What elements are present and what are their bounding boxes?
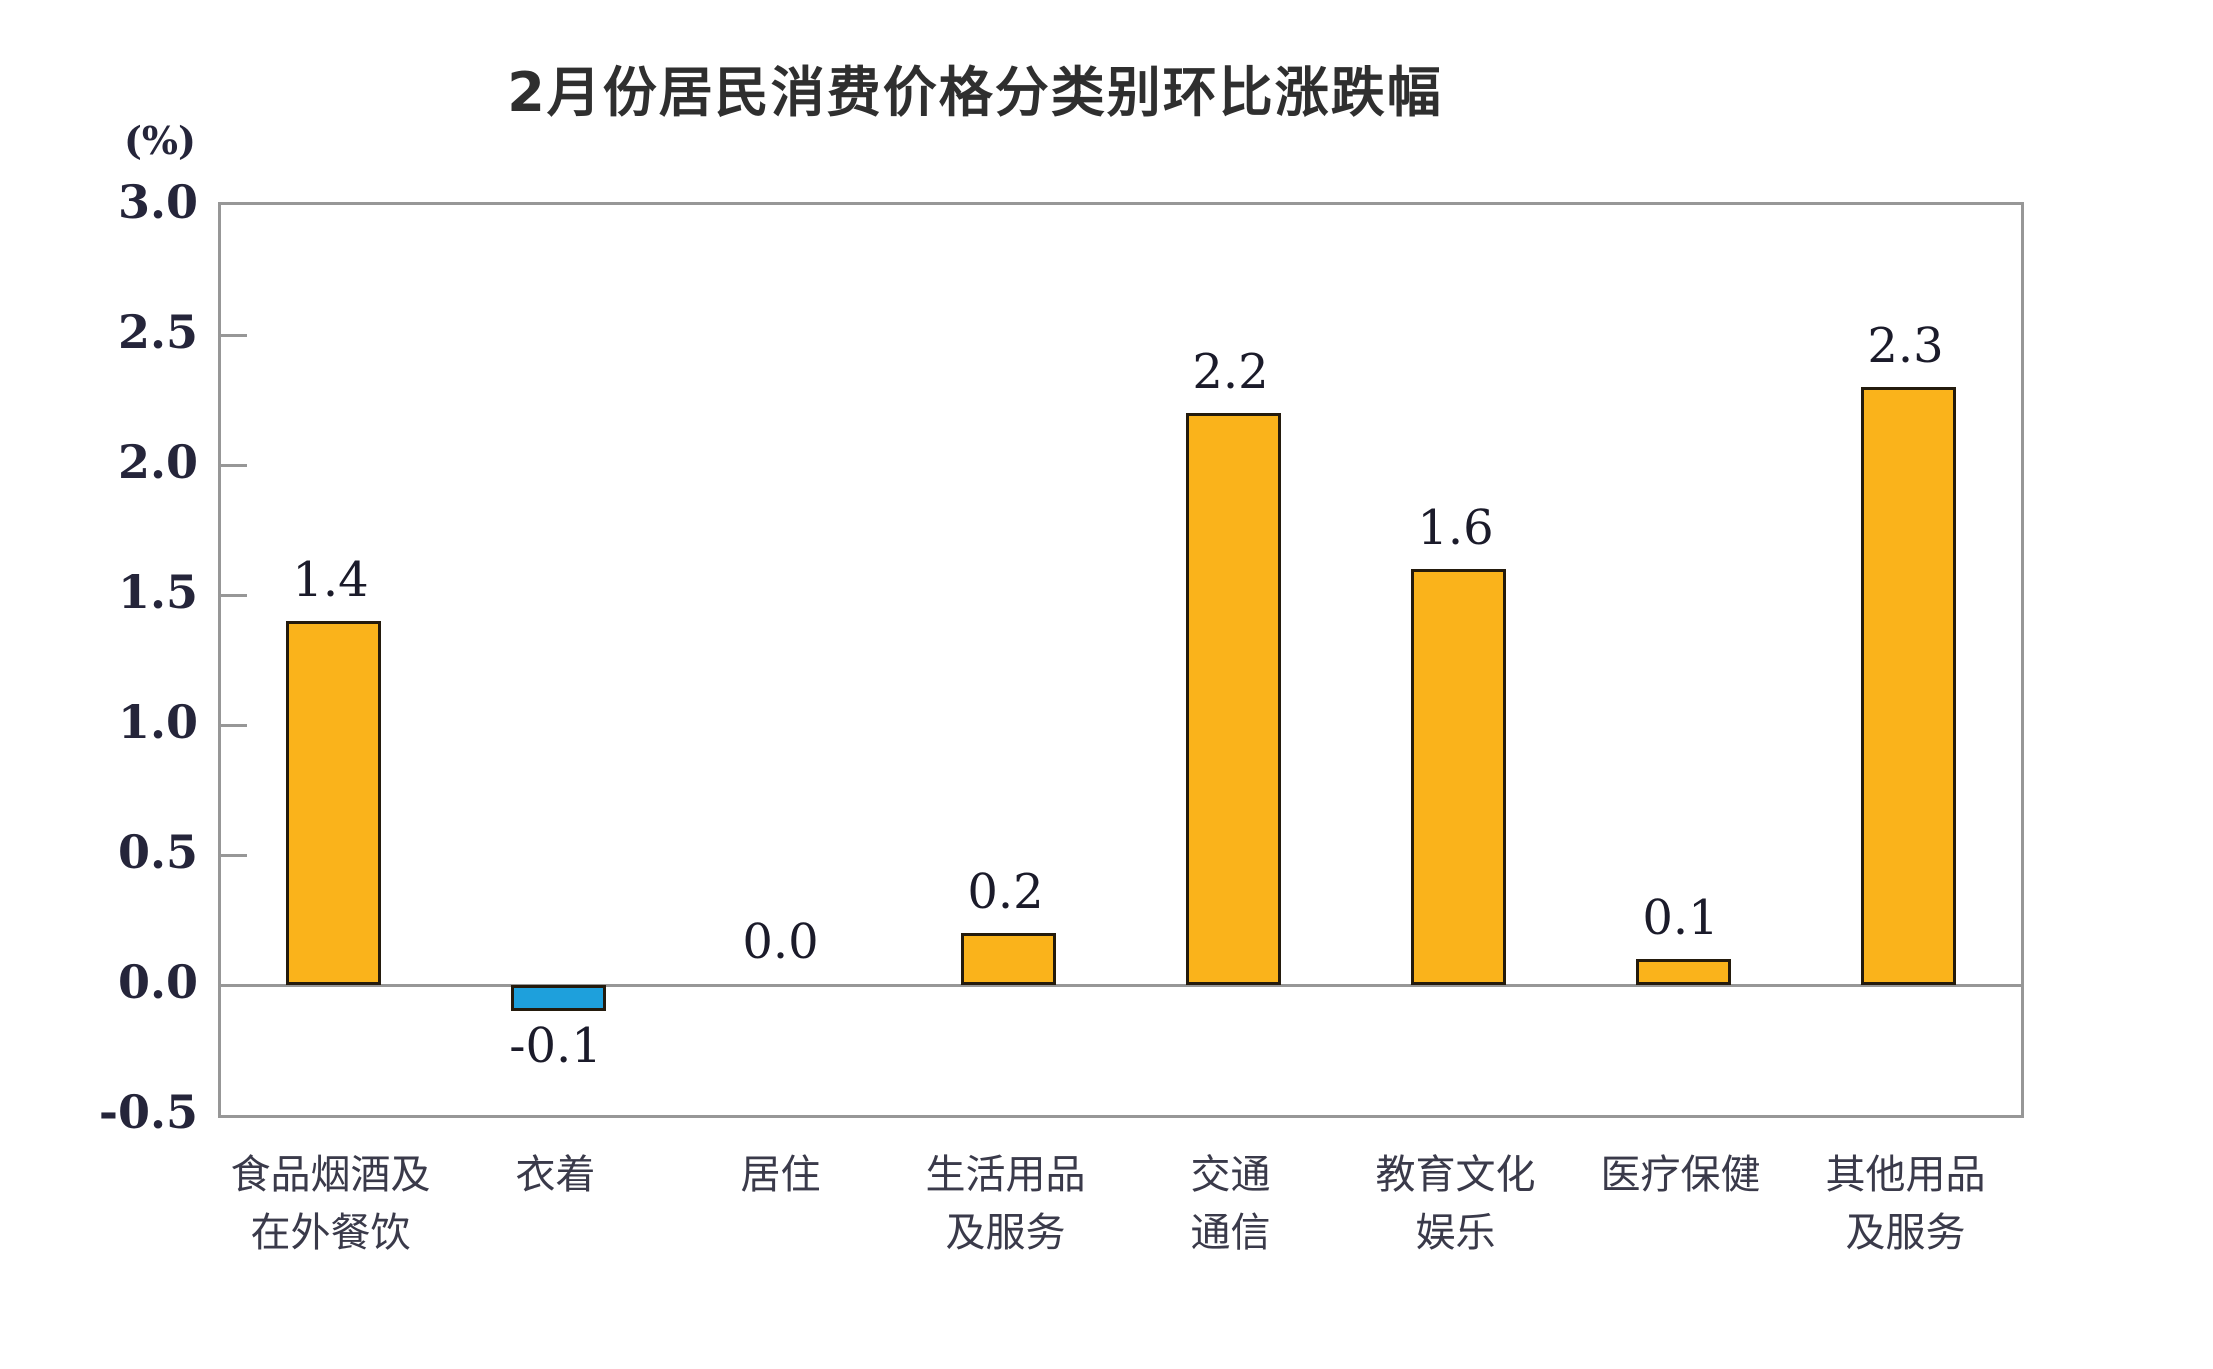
y-tick-mark bbox=[221, 594, 247, 597]
bar-negative bbox=[511, 985, 606, 1011]
y-tick-label: 1.0 bbox=[117, 695, 198, 749]
y-tick-label: -0.5 bbox=[98, 1085, 198, 1139]
bar-positive bbox=[1861, 387, 1956, 985]
category-label: 居住 bbox=[740, 1152, 821, 1198]
y-tick-label: 2.0 bbox=[117, 435, 198, 489]
plot-area bbox=[218, 202, 2024, 1118]
bar-positive bbox=[1186, 413, 1281, 985]
bar-value-label: 0.2 bbox=[967, 864, 1044, 920]
y-axis-unit-label: (%) bbox=[123, 118, 197, 163]
bar-positive bbox=[286, 621, 381, 985]
y-tick-label: 0.5 bbox=[117, 825, 198, 879]
y-tick-mark bbox=[221, 724, 247, 727]
bar-value-label: 0.0 bbox=[742, 914, 819, 970]
bar-positive bbox=[1636, 959, 1731, 985]
zero-axis-line bbox=[221, 984, 2021, 987]
y-tick-mark bbox=[221, 854, 247, 857]
y-tick-label: 3.0 bbox=[117, 175, 198, 229]
category-label: 教育文化 娱乐 bbox=[1375, 1152, 1536, 1256]
bar-value-label: 0.1 bbox=[1642, 890, 1719, 946]
chart-title: 2月份居民消费价格分类别环比涨跌幅 bbox=[507, 61, 1443, 124]
y-tick-label: 2.5 bbox=[117, 305, 198, 359]
category-label: 医疗保健 bbox=[1600, 1152, 1761, 1198]
bar-positive bbox=[961, 933, 1056, 985]
bar-value-label: 2.2 bbox=[1192, 344, 1269, 400]
bar-value-label: -0.1 bbox=[509, 1018, 602, 1074]
category-label: 食品烟酒及 在外餐饮 bbox=[230, 1152, 431, 1256]
bar-value-label: 1.6 bbox=[1417, 500, 1494, 556]
y-tick-mark bbox=[221, 464, 247, 467]
bar-value-label: 1.4 bbox=[292, 552, 369, 608]
bar-positive bbox=[1411, 569, 1506, 985]
y-tick-label: 0.0 bbox=[117, 955, 198, 1009]
y-tick-mark bbox=[221, 334, 247, 337]
category-label: 生活用品 及服务 bbox=[925, 1152, 1086, 1256]
bar-value-label: 2.3 bbox=[1867, 318, 1944, 374]
category-label: 交通 通信 bbox=[1190, 1152, 1271, 1256]
category-label: 其他用品 及服务 bbox=[1825, 1152, 1986, 1256]
y-tick-label: 1.5 bbox=[117, 565, 198, 619]
category-label: 衣着 bbox=[515, 1152, 596, 1198]
